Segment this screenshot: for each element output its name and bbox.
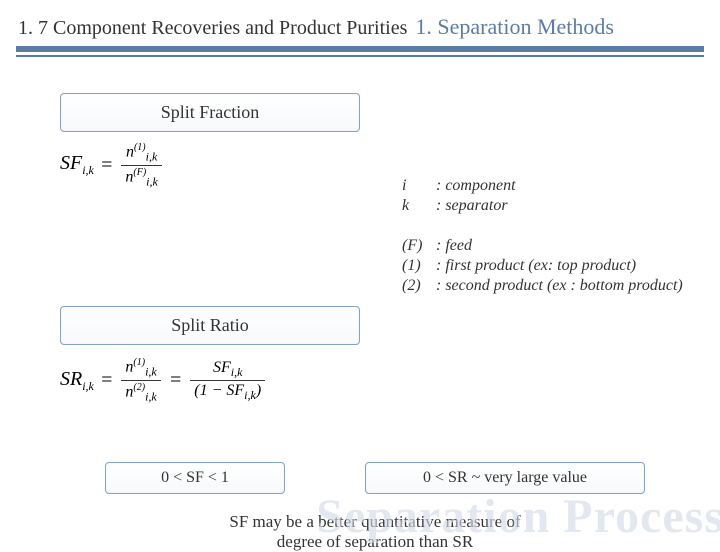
sf-subscript: i,k [82,163,94,177]
legend-row: k : separator [402,197,683,215]
equals-sign-2: = [169,369,183,392]
equals-sign: = [100,154,114,177]
sr-fraction-1: n(1)i,k n(2)i,k [121,357,160,403]
legend-key: (1) [402,257,436,275]
legend-block-1: i : component k : separator [402,177,683,215]
section-title: 1. 7 Component Recoveries and Product Pu… [18,17,407,40]
split-fraction-label: Split Fraction [60,93,360,132]
slide-body: Split Fraction SFi,k = n(1)i,k n(F)i,k S… [0,57,720,552]
formula-split-ratio: SRi,k = n(1)i,k n(2)i,k = SFi,k (1 − SFi… [60,357,690,403]
legend-key: (2) [402,277,436,295]
legend-row: (F) : feed [402,237,683,255]
legend-value: : first product (ex: top product) [436,257,636,275]
legend-key: k [402,197,436,215]
slide-header: 1. 7 Component Recoveries and Product Pu… [0,0,720,46]
sr-fraction-2: SFi,k (1 − SFi,k) [190,359,265,403]
legend-key: (F) [402,237,436,255]
sf-fraction: n(1)i,k n(F)i,k [121,142,161,188]
sr-symbol: SR [60,368,82,390]
legend-key: i [402,177,436,195]
split-ratio-label: Split Ratio [60,306,360,345]
chapter-title: 1. Separation Methods [415,14,614,40]
legend-row: (1) : first product (ex: top product) [402,257,683,275]
sr-subscript: i,k [82,379,94,393]
legend-row: i : component [402,177,683,195]
header-divider [16,46,704,57]
equals-sign: = [100,369,114,392]
legend-value: : component [436,177,516,195]
legend-row: (2) : second product (ex : bottom produc… [402,277,683,295]
legend: i : component k : separator (F) : feed (… [402,177,683,297]
legend-block-2: (F) : feed (1) : first product (ex: top … [402,237,683,295]
sf-symbol: SF [60,152,82,174]
legend-value: : feed [436,237,472,255]
watermark-text: Separation Process [316,489,720,544]
legend-value: : second product (ex : bottom product) [436,277,683,295]
legend-value: : separator [436,197,508,215]
sf-range-box: 0 < SF < 1 [105,462,285,494]
